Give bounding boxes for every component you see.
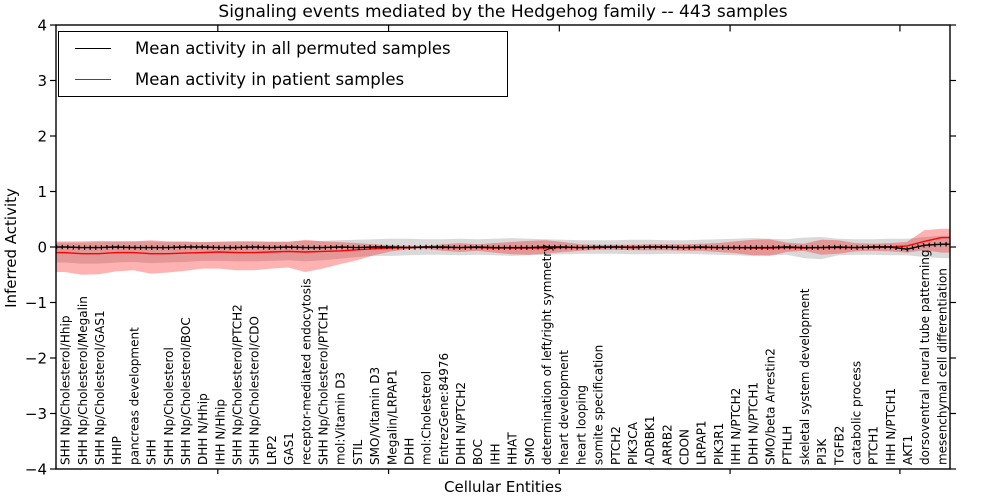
x-tick-label: pancreas development (127, 327, 141, 465)
x-tick-label: ARRB2 (660, 424, 674, 465)
x-tick-label: receptor-mediated endocytosis (299, 278, 313, 465)
x-tick-label: PI3K (815, 438, 829, 465)
x-tick-label: DHH N/PTCH1 (746, 382, 760, 465)
x-tick-label: SHH Np/Cholesterol/PTCH1 (316, 304, 330, 465)
x-tick-label: LRP2 (265, 435, 279, 465)
x-tick-label: somite specification (592, 345, 606, 465)
x-tick-label: dorsoventral neural tube patterning (918, 249, 932, 465)
x-tick-label: SHH Np/Cholesterol/Hhip (59, 316, 73, 465)
x-tick-label: PTCH2 (609, 426, 623, 465)
x-tick-label: IHH N/Hhip (213, 399, 227, 465)
y-tick-label: 0 (37, 239, 47, 257)
x-tick-label: IHH N/PTCH1 (884, 388, 898, 465)
x-tick-label: STIL (351, 440, 365, 465)
permuted-mean-dotted-line (56, 241, 950, 252)
x-tick-label: heart looping (574, 385, 588, 465)
x-tick-label: HHIP (110, 436, 124, 465)
x-tick-label: heart development (557, 350, 571, 465)
x-tick-label: SMO/Vitamin D3 (368, 367, 382, 465)
x-tick-label: skeletal system development (798, 288, 812, 465)
x-tick-label: determination of left/right symmetry (540, 245, 554, 465)
patient-band (56, 228, 950, 275)
x-tick-label: SHH Np/Cholesterol/CDO (248, 316, 262, 465)
x-tick-label: EntrezGene:84976 (437, 353, 451, 465)
x-tick-label: DHH N/PTCH2 (454, 382, 468, 465)
y-tick-label: 4 (37, 17, 47, 35)
x-tick-label: SHH Np/Cholesterol/Megalin (76, 296, 90, 465)
x-tick-label: LRPAP1 (695, 420, 709, 465)
x-tick-label: IHH N/PTCH2 (729, 388, 743, 465)
x-tick-label: IHH (488, 443, 502, 465)
x-tick-label: HHAT (506, 432, 520, 465)
x-tick-label: PIK3CA (626, 421, 640, 465)
x-tick-label: mesenchymal cell differentiation (935, 268, 949, 465)
legend-label-patient: Mean activity in patient samples (135, 70, 405, 89)
x-tick-label: PTHLH (781, 426, 795, 465)
x-tick-label: PIK3R1 (712, 423, 726, 465)
x-tick-label: SHH (145, 439, 159, 465)
legend-line-black-icon (75, 48, 111, 49)
y-tick-label: −2 (25, 350, 47, 368)
x-tick-label: ADRBK1 (643, 415, 657, 465)
y-tick-label: −4 (25, 461, 47, 479)
x-tick-label: AKT1 (901, 435, 915, 465)
legend-item-patient: Mean activity in patient samples (59, 64, 507, 95)
x-tick-label: GAS1 (282, 432, 296, 465)
x-tick-label: catabolic process (849, 361, 863, 465)
x-tick-label: mol:Cholesterol (420, 371, 434, 465)
x-tick-label: CDON (678, 429, 692, 465)
x-tick-label: BOC (471, 439, 485, 465)
y-tick-label: −1 (25, 294, 47, 312)
x-tick-label: PTCH1 (867, 426, 881, 465)
x-axis-label: Cellular Entities (444, 478, 562, 496)
x-tick-label: DHH (402, 438, 416, 465)
y-tick-label: 3 (37, 72, 47, 90)
chart-title: Signaling events mediated by the Hedgeho… (218, 2, 788, 22)
x-tick-label: SMO (523, 438, 537, 465)
x-tick-label: Megalin/LRPAP1 (385, 369, 399, 465)
x-tick-label: SHH Np/Cholesterol/BOC (179, 317, 193, 465)
x-tick-label: SHH Np/Cholesterol/GAS1 (93, 310, 107, 465)
x-tick-label: TGFB2 (832, 426, 846, 466)
legend: Mean activity in all permuted samples Me… (58, 31, 508, 97)
x-tick-label: SHH Np/Cholesterol/PTCH2 (231, 304, 245, 465)
x-tick-label: SHH Np/Cholesterol (162, 347, 176, 465)
x-tick-label: mol:Vitamin D3 (334, 372, 348, 465)
legend-label-permuted: Mean activity in all permuted samples (135, 39, 451, 58)
legend-line-red-icon (75, 79, 111, 80)
permuted-band (56, 235, 950, 264)
y-axis-label: Inferred Activity (2, 188, 20, 308)
x-tick-label: DHH N/Hhip (196, 393, 210, 465)
y-tick-label: −3 (25, 405, 47, 423)
legend-item-permuted: Mean activity in all permuted samples (59, 33, 507, 64)
y-tick-label: 1 (37, 183, 47, 201)
y-tick-label: 2 (37, 128, 47, 146)
x-tick-label: SMO/beta Arrestin2 (763, 348, 777, 465)
